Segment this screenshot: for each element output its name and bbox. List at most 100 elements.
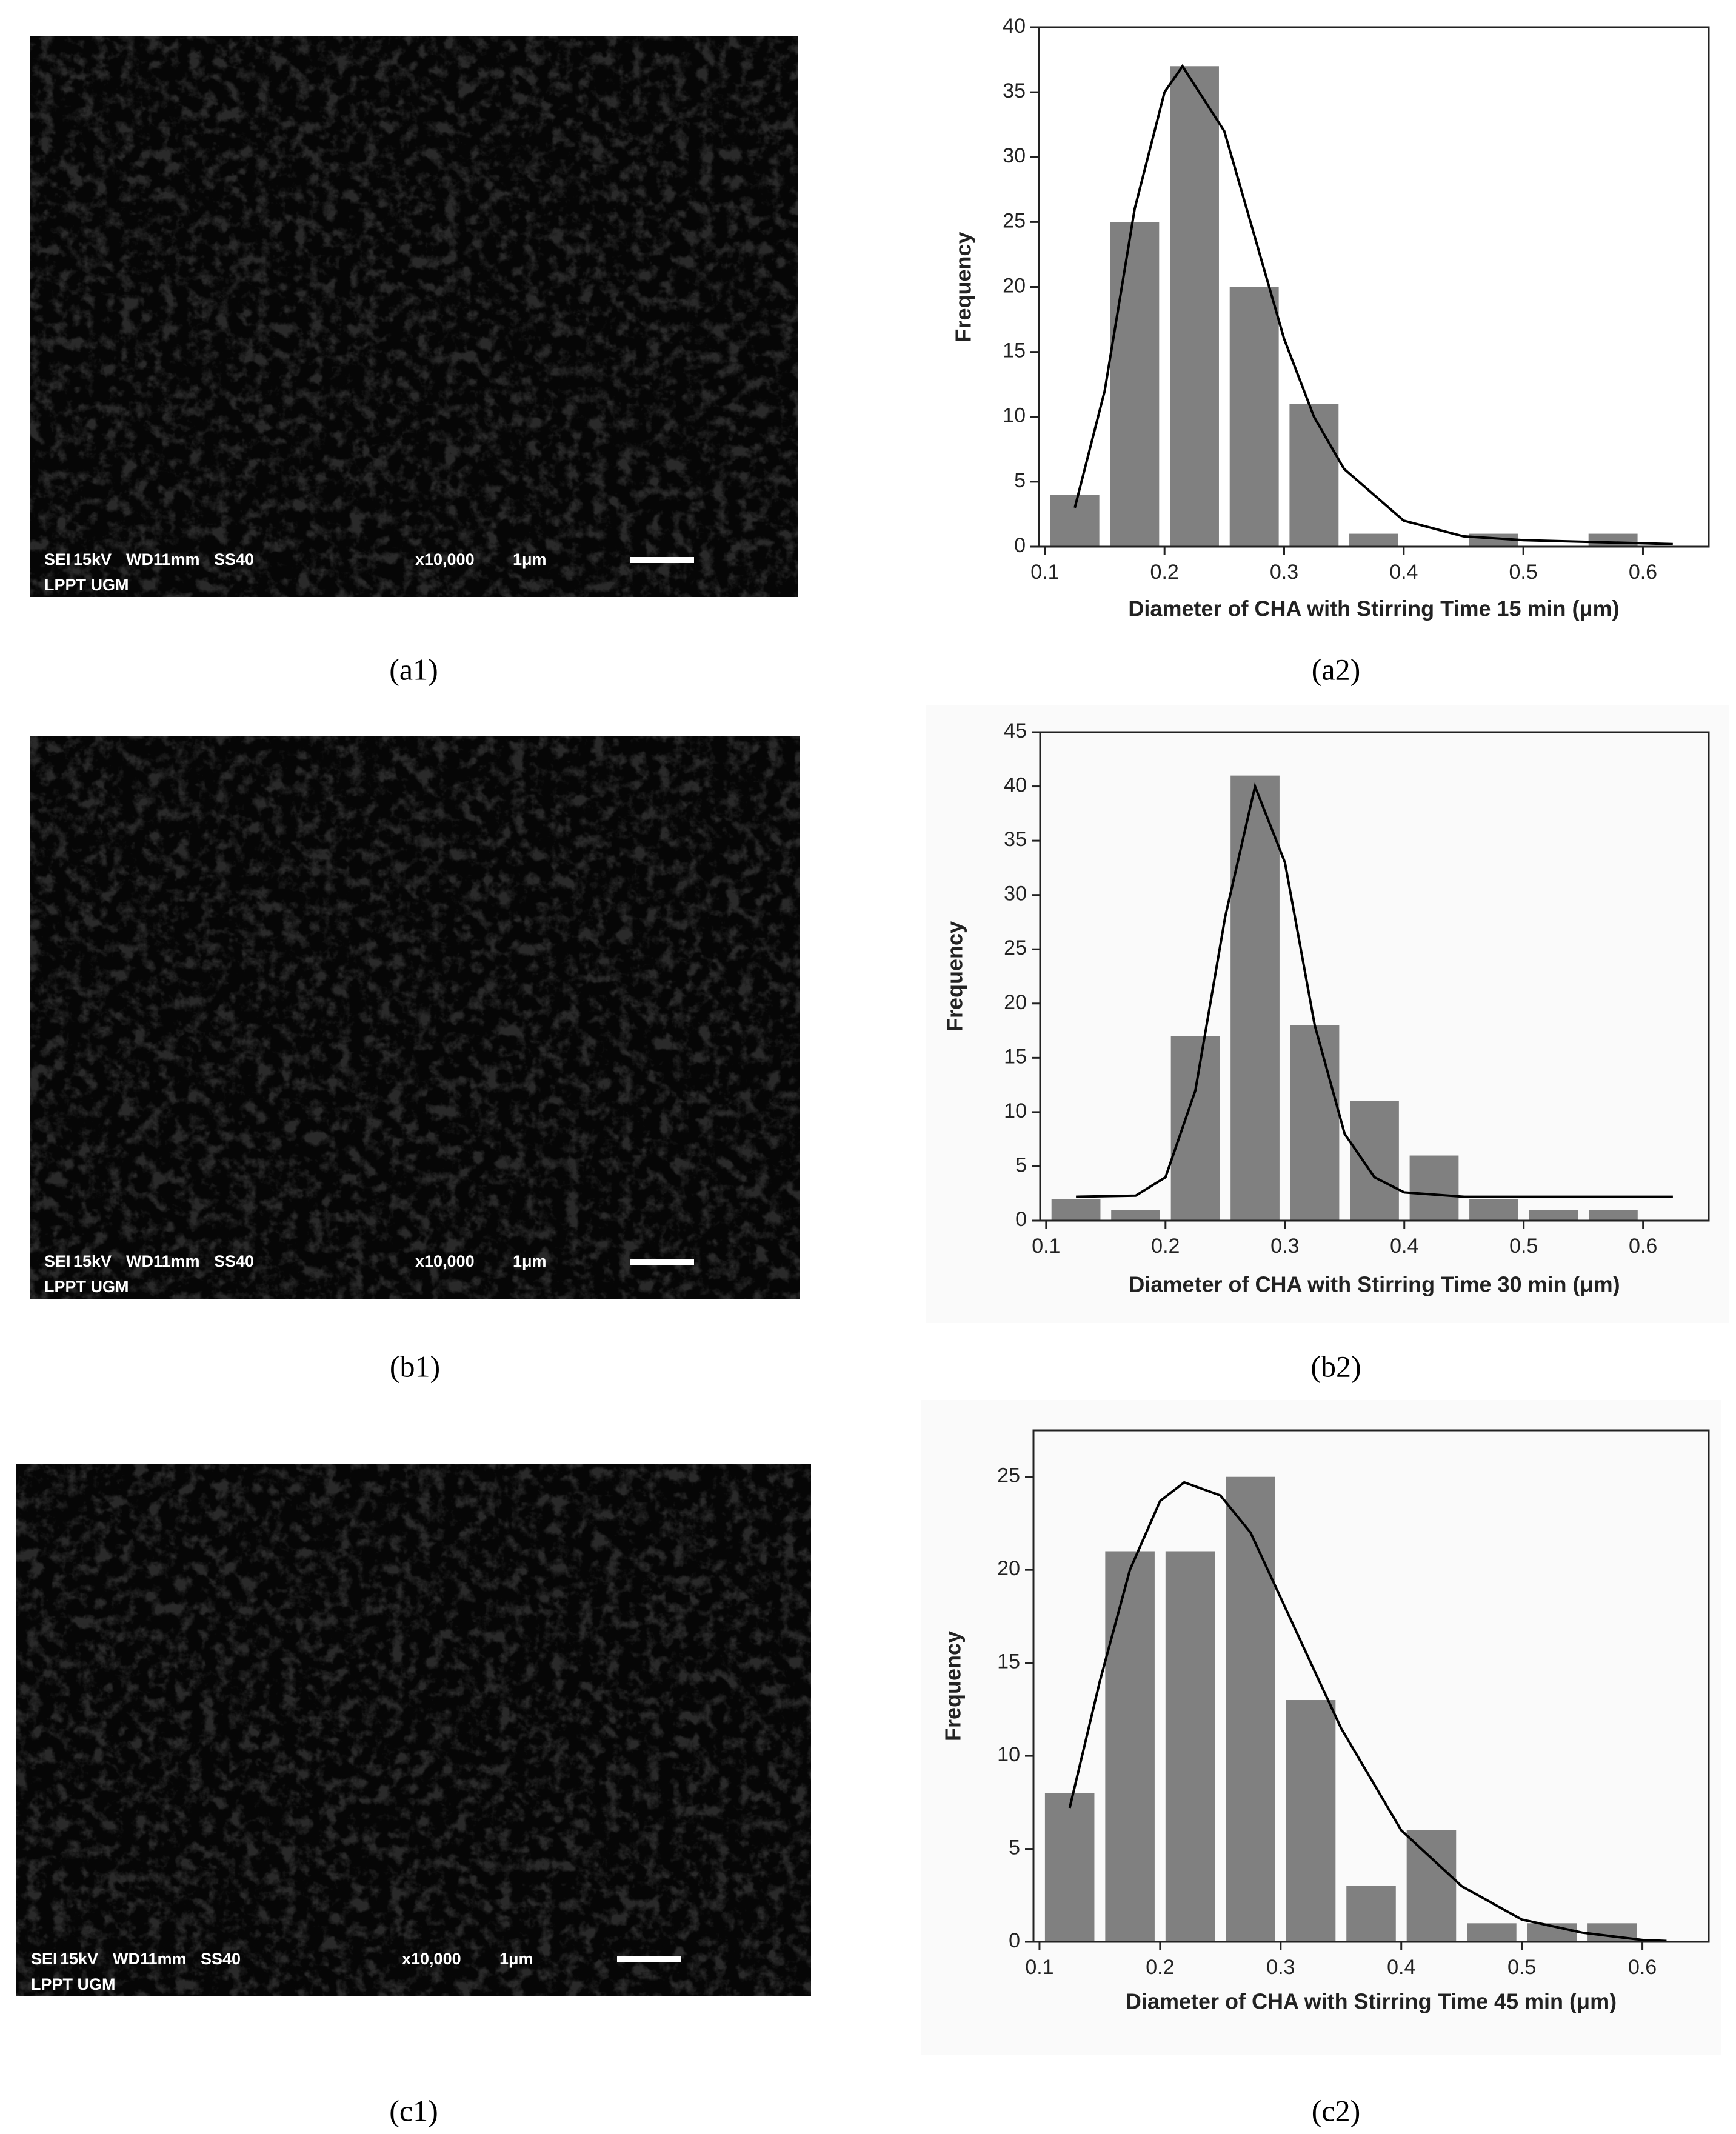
x-tick-label: 0.6 [1628, 1956, 1657, 1979]
x-tick-label: 0.6 [1629, 561, 1657, 584]
bar [1409, 1155, 1459, 1221]
x-tick-label: 0.2 [1146, 1956, 1174, 1979]
sem-caption: WD11mm [126, 1252, 200, 1270]
scale-bar [630, 557, 694, 563]
bar [1290, 1025, 1340, 1221]
bar [1406, 1830, 1457, 1942]
sem-caption: WD11mm [113, 1950, 187, 1968]
x-tick-label: 0.1 [1030, 561, 1059, 584]
fit-curve [1076, 782, 1673, 1198]
sem-caption: 15kV [60, 1950, 98, 1968]
x-tick-label: 0.3 [1270, 561, 1298, 584]
bar [1467, 1923, 1517, 1942]
scale-bar [630, 1259, 694, 1265]
panel-label: (c2) [1312, 2093, 1361, 2127]
sem-caption: SS40 [214, 1252, 254, 1270]
x-tick-label: 0.5 [1507, 1956, 1536, 1979]
y-tick-label: 20 [1004, 991, 1027, 1014]
histogram-chart: 0 5 10 15 20 25 30 35 40 0.1 0.2 0.3 0.4 0.5 0.6 Diamet… [951, 15, 1710, 621]
y-tick-label: 20 [997, 1557, 1020, 1580]
plot-frame [1032, 1429, 1710, 1943]
x-tick-label: 0.3 [1270, 1235, 1299, 1258]
y-tick-label: 15 [997, 1650, 1020, 1673]
y-tick-label: 10 [997, 1743, 1020, 1766]
sem-caption: x10,000 [415, 1252, 475, 1270]
y-tick-label: 40 [1003, 15, 1026, 38]
bar [1286, 1700, 1336, 1942]
bar [1349, 533, 1398, 547]
x-axis-title: Diameter of CHA with Stirring Time 45 mi… [1126, 1989, 1617, 2014]
y-tick-label: 10 [1003, 404, 1026, 427]
panel-label: (b2) [1310, 1349, 1361, 1383]
y-tick-label: 25 [997, 1464, 1020, 1487]
bar [1230, 775, 1280, 1221]
y-tick-label: 15 [1003, 339, 1026, 362]
chart-background [926, 705, 1729, 1323]
y-tick-label: 0 [1009, 1929, 1020, 1952]
bar [1350, 1101, 1399, 1221]
x-tick-label: 0.6 [1629, 1235, 1657, 1258]
histogram-chart: 0 5 10 15 20 25 0.1 0.2 0.3 0.4 0.5 0.6 Diameter of … [921, 1400, 1721, 2055]
panel-label: (c1) [389, 2093, 438, 2127]
y-tick-label: 35 [1003, 79, 1026, 102]
bar [1051, 1199, 1101, 1221]
bar [1588, 533, 1638, 547]
sem-caption: 1μm [513, 1252, 547, 1270]
x-tick-label: 0.2 [1151, 1235, 1180, 1258]
sem-texture [30, 736, 800, 1299]
y-axis-title: Frequency [943, 921, 967, 1032]
x-tick-label: 0.5 [1509, 1235, 1538, 1258]
y-tick-label: 0 [1014, 534, 1026, 557]
bar [1044, 1793, 1095, 1942]
x-tick-label: 0.5 [1509, 561, 1538, 584]
sem-image: SEI 15kV WD11mm SS40 x10,000 1μm LPPT UGM [16, 1464, 811, 1996]
panel-label: (a2) [1312, 652, 1361, 686]
y-tick-label: 5 [1009, 1836, 1020, 1859]
y-axis-title: Frequency [951, 232, 976, 342]
sem-caption: 1μm [513, 550, 547, 569]
sem-caption: SEI [44, 1252, 71, 1270]
x-tick-label: 0.4 [1389, 561, 1418, 584]
panel-label: (b1) [390, 1349, 440, 1383]
sem-caption: 1μm [499, 1950, 533, 1968]
sem-caption: 15kV [73, 1252, 112, 1270]
x-tick-label: 0.4 [1387, 1956, 1415, 1979]
bar [1165, 1551, 1215, 1942]
y-tick-label: 0 [1015, 1208, 1027, 1231]
bar [1111, 1210, 1160, 1221]
x-axis-title: Diameter of CHA with Stirring Time 30 mi… [1129, 1272, 1620, 1297]
sem-caption: LPPT UGM [44, 1278, 129, 1296]
sem-caption: SEI [44, 550, 71, 569]
bar [1105, 1551, 1155, 1942]
y-tick-label: 10 [1004, 1099, 1027, 1122]
sem-caption: 15kV [73, 550, 112, 569]
bar [1529, 1210, 1578, 1221]
x-tick-label: 0.3 [1266, 1956, 1295, 1979]
y-tick-label: 20 [1003, 274, 1026, 297]
y-axis-title: Frequency [941, 1631, 966, 1741]
bar [1346, 1886, 1396, 1942]
x-tick-label: 0.2 [1150, 561, 1179, 584]
sem-caption: WD11mm [126, 550, 200, 569]
bar [1110, 222, 1160, 547]
y-tick-label: 45 [1004, 719, 1027, 742]
histogram-chart: 0 5 10 15 20 25 30 35 40 45 0.1 0.2 0.3 0.4 0.5 0.6 Diam… [926, 705, 1729, 1323]
bar [1170, 1036, 1220, 1221]
y-tick-label: 25 [1003, 209, 1026, 232]
y-tick-label: 40 [1004, 774, 1027, 797]
sem-caption: x10,000 [415, 550, 475, 569]
sem-texture [16, 1464, 811, 1996]
panel-label: (a1) [389, 652, 438, 686]
scale-bar [617, 1956, 681, 1962]
x-tick-label: 0.4 [1390, 1235, 1418, 1258]
bar [1170, 66, 1219, 547]
fit-curve [1073, 64, 1673, 545]
bar [1226, 1476, 1275, 1942]
y-tick-label: 5 [1015, 1153, 1027, 1176]
x-tick-label: 0.1 [1025, 1956, 1053, 1979]
y-tick-label: 25 [1004, 936, 1027, 959]
sem-caption: SS40 [201, 1950, 241, 1968]
sem-texture [30, 36, 798, 597]
